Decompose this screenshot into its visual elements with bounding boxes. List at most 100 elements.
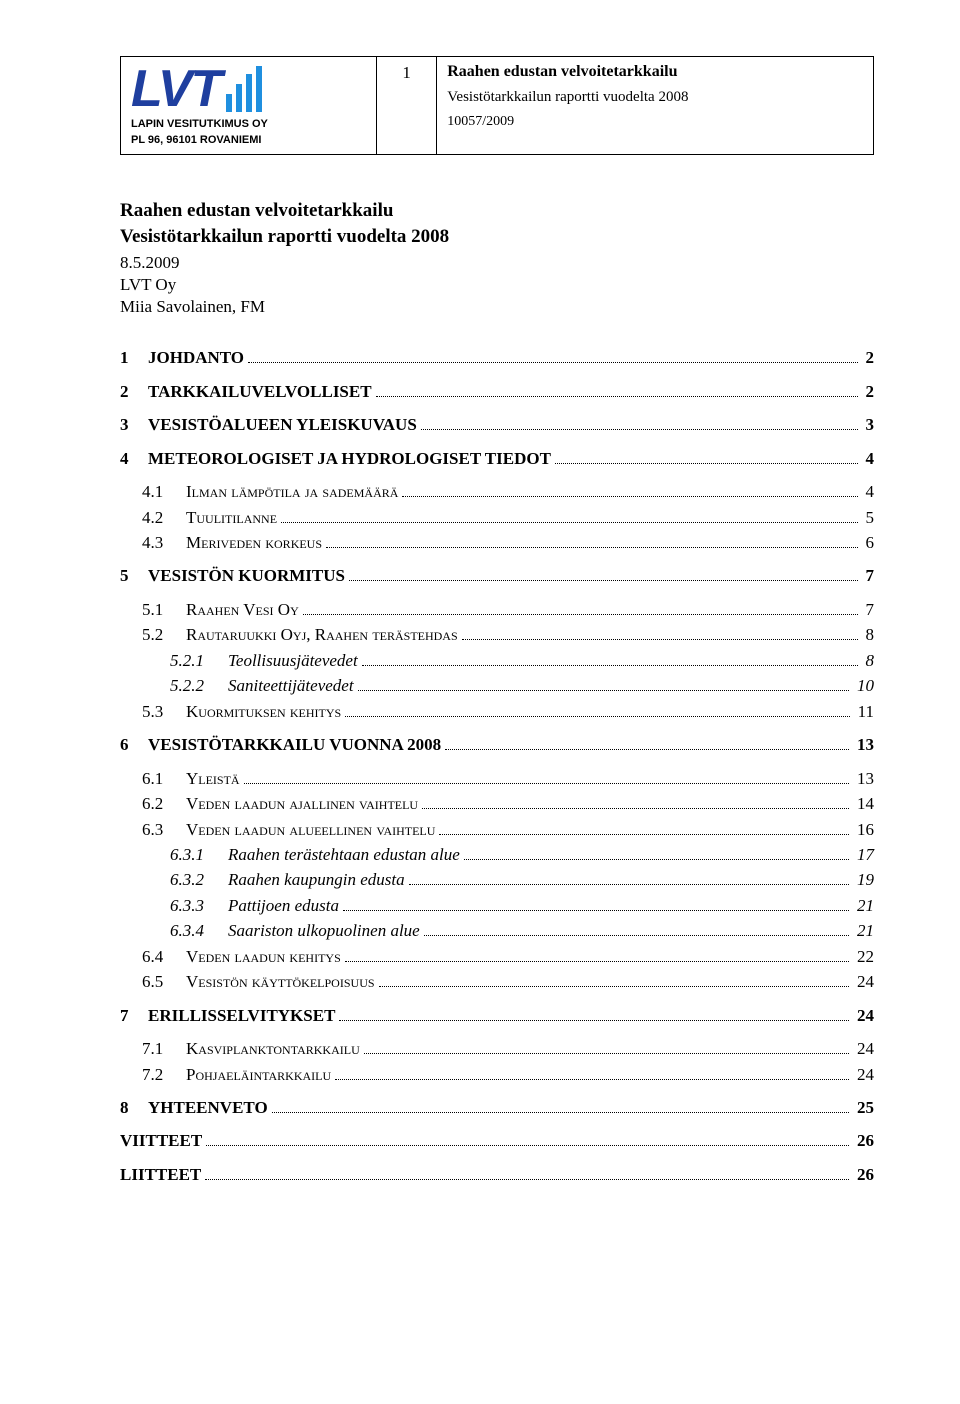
toc-page: 24 [853,1037,874,1060]
toc-leader-dots [555,463,858,464]
toc-page: 7 [862,598,875,621]
toc-leader-dots [422,808,849,809]
toc-page: 10 [853,674,874,697]
toc-leader-dots [464,859,849,860]
toc-leader-dots [379,986,849,987]
toc-entry: 6.5Vesistön käyttökelpoisuus24 [120,970,874,993]
document-author: Miia Savolainen, FM [120,296,874,318]
toc-number: 5.3 [120,700,186,723]
toc-label: Veden laadun kehitys [186,945,341,968]
toc-page: 2 [862,380,875,403]
toc-page: 21 [853,919,874,942]
toc-number: 6.2 [120,792,186,815]
logo: LVT [131,63,366,115]
table-of-contents: 1JOHDANTO22TARKKAILUVELVOLLISET23VESISTÖ… [120,346,874,1186]
toc-page: 8 [862,649,875,672]
toc-number: 5 [120,564,148,587]
document-titles: Raahen edustan velvoitetarkkailu Vesistö… [120,199,874,250]
toc-page: 13 [853,767,874,790]
toc-number: 7 [120,1004,148,1027]
toc-page: 25 [853,1096,874,1119]
toc-label: Saniteettijätevedet [228,674,354,697]
toc-entry: 5.2Rautaruukki Oyj, Raahen terästehdas8 [120,623,874,646]
toc-leader-dots [364,1053,849,1054]
toc-number: 4.3 [120,531,186,554]
page-number-cell: 1 [377,57,437,155]
header-doc-number: 10057/2009 [447,114,863,130]
toc-label: JOHDANTO [148,346,244,369]
toc-page: 24 [853,1063,874,1086]
toc-entry: 5.2.2Saniteettijätevedet 10 [120,674,874,697]
toc-page: 26 [853,1129,874,1152]
toc-label: Kuormituksen kehitys [186,700,341,723]
toc-entry: 7.2Pohjaeläintarkkailu24 [120,1063,874,1086]
toc-entry: 4METEOROLOGISET JA HYDROLOGISET TIEDOT4 [120,447,874,470]
toc-label: Saariston ulkopuolinen alue [228,919,420,942]
toc-label: Vesistön käyttökelpoisuus [186,970,375,993]
toc-entry: 6.4Veden laadun kehitys22 [120,945,874,968]
toc-label: Pohjaeläintarkkailu [186,1063,331,1086]
toc-entry: 6.3.2Raahen kaupungin edusta19 [120,868,874,891]
toc-number: 5.2 [120,623,186,646]
toc-label: VESISTÖN KUORMITUS [148,564,345,587]
toc-page: 16 [853,818,874,841]
logo-text: LVT [131,63,220,115]
toc-leader-dots [205,1179,849,1180]
toc-page: 6 [862,531,875,554]
toc-label: Raahen terästehtaan edustan alue [228,843,460,866]
toc-number: 2 [120,380,148,403]
toc-leader-dots [244,783,849,784]
main-title-line1: Raahen edustan velvoitetarkkailu [120,199,874,224]
toc-entry: 6VESISTÖTARKKAILU VUONNA 200813 [120,733,874,756]
toc-page: 7 [862,564,875,587]
toc-number: 6.3.3 [120,894,228,917]
toc-entry: 8YHTEENVETO25 [120,1096,874,1119]
toc-entry: 5.1Raahen Vesi Oy7 [120,598,874,621]
toc-number: 4.1 [120,480,186,503]
toc-entry: 5.3Kuormituksen kehitys11 [120,700,874,723]
toc-leader-dots [445,749,849,750]
toc-page: 13 [853,733,874,756]
toc-leader-dots [335,1079,849,1080]
toc-leader-dots [326,547,857,548]
document-date: 8.5.2009 [120,252,874,274]
toc-entry: 4.1Ilman lämpötila ja sademäärä4 [120,480,874,503]
toc-page: 4 [862,480,875,503]
toc-label: Rautaruukki Oyj, Raahen terästehdas [186,623,458,646]
toc-leader-dots [439,834,849,835]
toc-leader-dots [362,665,858,666]
toc-entry: 6.3.1Raahen terästehtaan edustan alue17 [120,843,874,866]
header-title: Raahen edustan velvoitetarkkailu [447,63,863,81]
toc-entry: 5.2.1Teollisuusjätevedet8 [120,649,874,672]
toc-entry: LIITTEET26 [120,1163,874,1186]
toc-leader-dots [402,496,857,497]
toc-leader-dots [206,1145,849,1146]
toc-entry: 5VESISTÖN KUORMITUS 7 [120,564,874,587]
company-address: PL 96, 96101 ROVANIEMI [131,133,366,147]
toc-entry: 6.1Yleistä13 [120,767,874,790]
toc-label: Veden laadun ajallinen vaihtelu [186,792,418,815]
toc-page: 24 [853,1004,874,1027]
toc-number: 7.1 [120,1037,186,1060]
toc-number: 3 [120,413,148,436]
toc-leader-dots [303,614,858,615]
toc-label: Raahen kaupungin edusta [228,868,405,891]
toc-leader-dots [272,1112,849,1113]
toc-label: Veden laadun alueellinen vaihtelu [186,818,435,841]
header-info-table: LVT LAPIN VESITUTKIMUS OY PL 96, 96101 R… [120,56,874,155]
toc-label: Raahen Vesi Oy [186,598,299,621]
toc-page: 4 [862,447,875,470]
toc-leader-dots [376,396,858,397]
toc-number: 8 [120,1096,148,1119]
main-title-line2: Vesistötarkkailun raportti vuodelta 2008 [120,225,874,250]
toc-entry: 4.2Tuulitilanne5 [120,506,874,529]
toc-entry: 7ERILLISSELVITYKSET24 [120,1004,874,1027]
toc-entry: 3VESISTÖALUEEN YLEISKUVAUS3 [120,413,874,436]
toc-label: Tuulitilanne [186,506,277,529]
toc-page: 5 [862,506,875,529]
toc-number: 5.2.2 [120,674,228,697]
toc-entry: 4.3Meriveden korkeus6 [120,531,874,554]
toc-page: 17 [853,843,874,866]
toc-entry: 6.3Veden laadun alueellinen vaihtelu16 [120,818,874,841]
toc-label: Kasviplanktontarkkailu [186,1037,360,1060]
